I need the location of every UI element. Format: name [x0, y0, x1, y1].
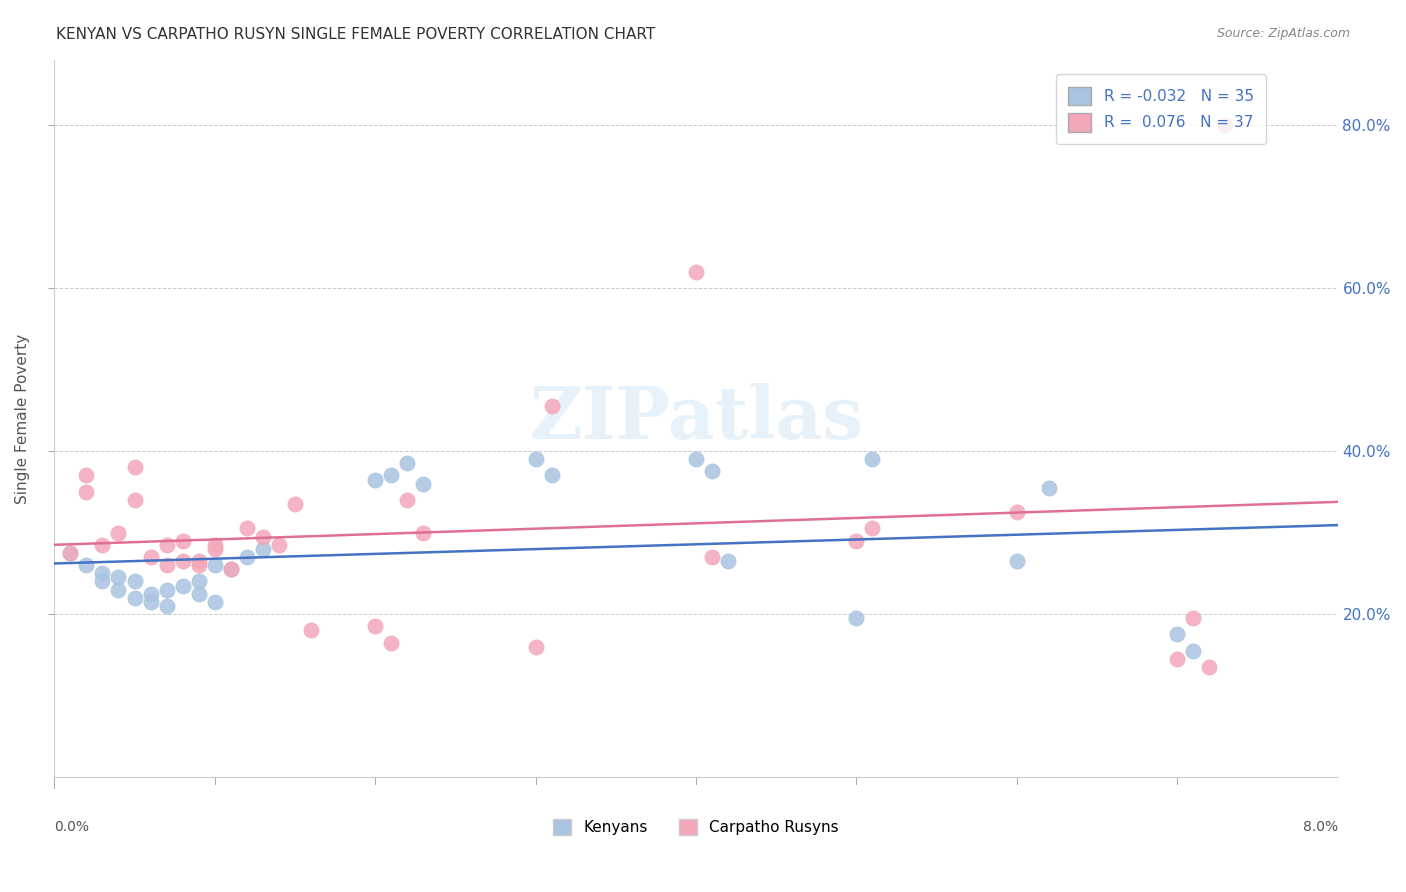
Text: 8.0%: 8.0%	[1302, 821, 1337, 834]
Point	[75, 484, 97, 499]
Point	[139, 595, 162, 609]
Point	[155, 582, 177, 597]
Point	[187, 558, 209, 573]
Point	[845, 533, 868, 548]
Point	[685, 265, 707, 279]
Point	[1182, 611, 1205, 625]
Point	[204, 558, 226, 573]
Point	[717, 554, 740, 568]
Point	[845, 611, 868, 625]
Text: ZIPatlas: ZIPatlas	[529, 383, 863, 454]
Point	[219, 562, 242, 576]
Point	[139, 549, 162, 564]
Point	[364, 619, 387, 633]
Legend: R = -0.032   N = 35, R =  0.076   N = 37: R = -0.032 N = 35, R = 0.076 N = 37	[1056, 74, 1265, 144]
Point	[107, 570, 129, 584]
Point	[1166, 627, 1188, 641]
Point	[380, 635, 402, 649]
Point	[219, 562, 242, 576]
Point	[204, 538, 226, 552]
Point	[540, 399, 562, 413]
Point	[1038, 481, 1060, 495]
Point	[396, 456, 419, 470]
Point	[1198, 660, 1220, 674]
Point	[124, 574, 146, 589]
Point	[139, 587, 162, 601]
Point	[396, 492, 419, 507]
Text: KENYAN VS CARPATHO RUSYN SINGLE FEMALE POVERTY CORRELATION CHART: KENYAN VS CARPATHO RUSYN SINGLE FEMALE P…	[56, 27, 655, 42]
Point	[862, 452, 884, 467]
Point	[204, 595, 226, 609]
Point	[1005, 554, 1028, 568]
Point	[187, 587, 209, 601]
Point	[252, 541, 274, 556]
Point	[862, 521, 884, 535]
Point	[1182, 644, 1205, 658]
Point	[75, 468, 97, 483]
Point	[236, 549, 259, 564]
Point	[1215, 118, 1237, 132]
Y-axis label: Single Female Poverty: Single Female Poverty	[15, 334, 30, 503]
Text: 0.0%: 0.0%	[55, 821, 90, 834]
Point	[155, 538, 177, 552]
Point	[155, 599, 177, 613]
Point	[1166, 652, 1188, 666]
Point	[124, 492, 146, 507]
Point	[91, 566, 114, 581]
Point	[59, 546, 82, 560]
Point	[107, 582, 129, 597]
Point	[524, 452, 547, 467]
Point	[380, 468, 402, 483]
Point	[91, 538, 114, 552]
Point	[540, 468, 562, 483]
Point	[236, 521, 259, 535]
Point	[412, 476, 434, 491]
Point	[204, 541, 226, 556]
Point	[91, 574, 114, 589]
Point	[412, 525, 434, 540]
Point	[685, 452, 707, 467]
Point	[299, 624, 322, 638]
Point	[107, 525, 129, 540]
Point	[172, 554, 194, 568]
Point	[1005, 505, 1028, 519]
Point	[267, 538, 290, 552]
Point	[59, 546, 82, 560]
Text: Source: ZipAtlas.com: Source: ZipAtlas.com	[1216, 27, 1350, 40]
Point	[187, 554, 209, 568]
Point	[700, 464, 723, 478]
Point	[155, 558, 177, 573]
Point	[364, 473, 387, 487]
Point	[252, 530, 274, 544]
Point	[124, 460, 146, 475]
Point	[124, 591, 146, 605]
Point	[187, 574, 209, 589]
Point	[700, 549, 723, 564]
Point	[172, 533, 194, 548]
Point	[75, 558, 97, 573]
Point	[524, 640, 547, 654]
Point	[172, 578, 194, 592]
Point	[284, 497, 307, 511]
